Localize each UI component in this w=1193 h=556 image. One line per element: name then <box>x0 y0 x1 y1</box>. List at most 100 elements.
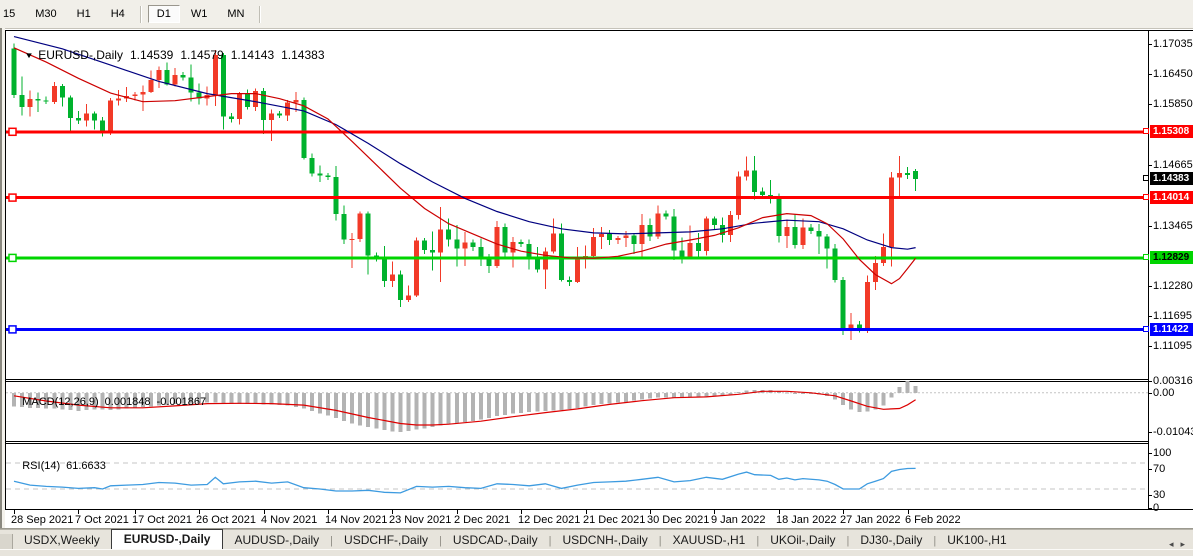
candle[interactable] <box>776 193 782 243</box>
macd-indicator-chart[interactable] <box>6 381 1148 440</box>
candle[interactable] <box>357 211 363 243</box>
candle[interactable] <box>236 92 242 125</box>
candle[interactable] <box>663 210 669 220</box>
candle[interactable] <box>502 223 508 260</box>
candle[interactable] <box>397 270 403 308</box>
candle[interactable] <box>212 49 218 106</box>
timeframe-button-15[interactable]: 15 <box>3 8 16 20</box>
candle[interactable] <box>253 88 258 111</box>
candle[interactable] <box>406 285 411 302</box>
candle[interactable] <box>75 110 81 125</box>
candle[interactable] <box>470 239 476 252</box>
candle[interactable] <box>615 235 621 245</box>
candle[interactable] <box>124 87 130 103</box>
candle[interactable] <box>792 214 798 249</box>
candle[interactable] <box>333 165 339 221</box>
candle[interactable] <box>116 90 122 106</box>
tab-audusd-daily[interactable]: AUDUSD-,Daily <box>234 533 320 547</box>
candle[interactable] <box>558 223 564 282</box>
timeframe-button-w1[interactable]: W1 <box>190 8 208 20</box>
candle[interactable] <box>454 224 460 267</box>
tab-uk100-h1[interactable]: UK100-,H1 <box>947 533 1007 547</box>
candle[interactable] <box>309 153 315 177</box>
candle[interactable] <box>35 92 41 112</box>
candle[interactable] <box>768 180 774 204</box>
candle[interactable] <box>889 171 894 267</box>
candle[interactable] <box>864 275 870 333</box>
level-line-handle-icon[interactable] <box>8 253 17 263</box>
candle[interactable] <box>285 100 291 121</box>
timeframe-button-m30[interactable]: M30 <box>35 8 57 20</box>
candle[interactable] <box>349 232 355 268</box>
time-axis[interactable]: 28 Sep 2021 7 Oct 2021 17 Oct 2021 26 Oct 2… <box>6 510 1148 528</box>
candle[interactable] <box>744 156 750 181</box>
timeframe-button-d1[interactable]: D1 <box>147 5 180 23</box>
candle[interactable] <box>422 238 428 255</box>
candle[interactable] <box>518 239 524 248</box>
candle[interactable] <box>51 81 57 104</box>
candle[interactable] <box>542 247 548 289</box>
candle[interactable] <box>880 233 886 266</box>
candle[interactable] <box>19 76 25 116</box>
candle[interactable] <box>639 214 645 257</box>
candle[interactable] <box>381 246 387 287</box>
rsi-panel-top-border[interactable] <box>5 443 1148 444</box>
tab-eurusd-daily[interactable]: EURUSD-,Daily <box>110 529 224 550</box>
candle[interactable] <box>550 218 556 254</box>
candle[interactable] <box>631 232 637 255</box>
candle[interactable] <box>11 43 17 99</box>
candle[interactable] <box>478 238 484 266</box>
candle[interactable] <box>220 52 226 130</box>
candle[interactable] <box>510 237 516 268</box>
candle[interactable] <box>671 209 677 260</box>
candle[interactable] <box>897 156 902 196</box>
candle[interactable] <box>108 98 114 135</box>
candle[interactable] <box>196 83 202 105</box>
candle[interactable] <box>703 216 709 256</box>
candle[interactable] <box>599 226 605 250</box>
candle[interactable] <box>784 219 790 249</box>
candle[interactable] <box>172 68 178 87</box>
candle[interactable] <box>655 205 661 239</box>
symbol-dropdown-icon[interactable]: ▼ <box>24 51 35 60</box>
candle[interactable] <box>389 261 395 287</box>
candle[interactable] <box>100 117 106 137</box>
candle[interactable] <box>277 110 283 118</box>
candle[interactable] <box>228 112 234 123</box>
candle[interactable] <box>180 72 186 81</box>
candle[interactable] <box>607 229 613 246</box>
candle[interactable] <box>687 225 693 260</box>
candle[interactable] <box>808 224 814 234</box>
candle[interactable] <box>59 83 65 107</box>
candle[interactable] <box>301 97 307 160</box>
candle[interactable] <box>872 255 878 290</box>
timeframe-button-h1[interactable]: H1 <box>76 8 91 20</box>
candle[interactable] <box>188 64 194 102</box>
candle[interactable] <box>832 244 838 283</box>
tab-usdchf-daily[interactable]: USDCHF-,Daily <box>344 533 429 547</box>
tab-ukoil-daily[interactable]: UKOil-,Daily <box>770 533 836 547</box>
timeframe-button-h4[interactable]: H4 <box>110 8 125 20</box>
candle[interactable] <box>905 166 911 179</box>
macd-panel-top-border[interactable] <box>5 381 1148 382</box>
candle[interactable] <box>27 90 33 117</box>
level-line-handle-icon[interactable] <box>8 325 17 334</box>
candle[interactable] <box>67 95 73 133</box>
candle[interactable] <box>148 70 154 94</box>
candle[interactable] <box>711 216 717 230</box>
candle[interactable] <box>414 237 419 298</box>
macd-panel-bottom-border[interactable] <box>5 441 1148 442</box>
candle[interactable] <box>719 217 725 243</box>
candle[interactable] <box>325 172 331 180</box>
candle[interactable] <box>84 103 89 127</box>
candle[interactable] <box>438 207 444 283</box>
tab-usdcnh-daily[interactable]: USDCNH-,Daily <box>562 533 648 547</box>
level-line-handle-icon[interactable] <box>8 127 17 137</box>
candle[interactable] <box>848 313 854 341</box>
candle[interactable] <box>647 218 653 241</box>
candle[interactable] <box>164 62 170 86</box>
candle[interactable] <box>365 211 371 275</box>
candle[interactable] <box>752 156 758 200</box>
candle[interactable] <box>575 247 580 284</box>
tab-xauusd-h1[interactable]: XAUUSD-,H1 <box>672 533 746 547</box>
